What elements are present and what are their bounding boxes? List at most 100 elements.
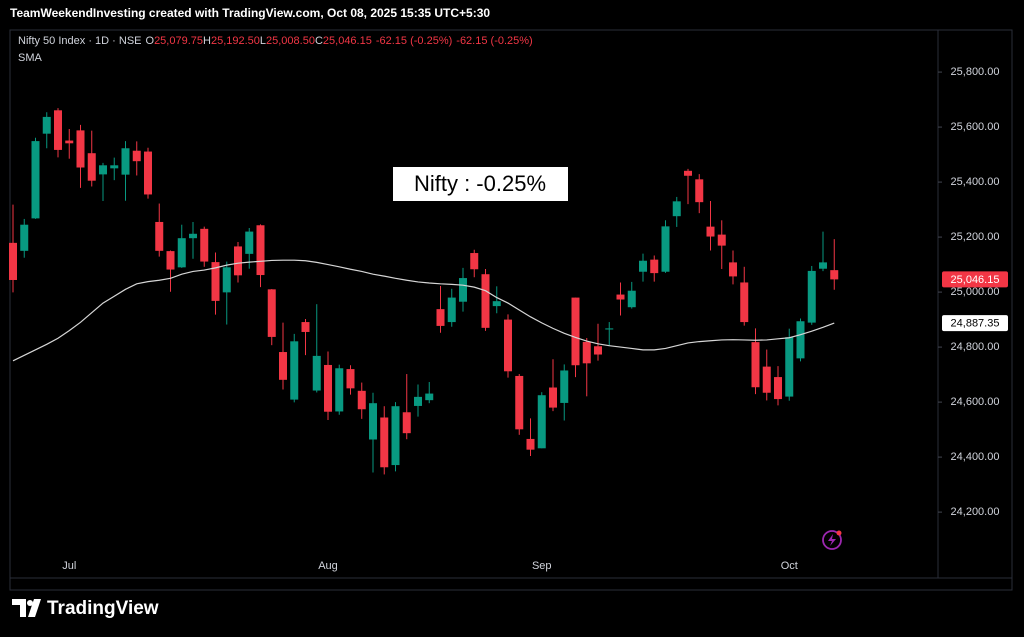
candle-body [796, 321, 805, 359]
candle-body [706, 226, 715, 237]
candle-body [42, 116, 51, 134]
alert-dot [836, 530, 842, 536]
candle-body [20, 224, 29, 251]
chart-title: TeamWeekendInvesting created with Tradin… [10, 6, 490, 20]
candle-body [200, 228, 209, 262]
candle-body [144, 151, 152, 195]
candle-body [99, 165, 107, 175]
candle-body [616, 294, 625, 300]
candle-body [245, 231, 254, 254]
candle-body [256, 225, 265, 276]
candle-body [661, 226, 670, 272]
y-tick-label: 25,800.00 [951, 66, 1000, 78]
logo-slash [28, 599, 41, 617]
candle-body [807, 270, 816, 323]
price-label-box [942, 315, 1008, 332]
candle-body [504, 319, 512, 372]
candle-body [650, 259, 659, 274]
candle-body [459, 278, 467, 302]
chart-frame [9, 29, 1013, 591]
legend-key: H [203, 35, 211, 47]
price-label: 25,046.15 [951, 274, 1000, 286]
candle-body [87, 153, 96, 181]
candle-body [537, 395, 546, 449]
candle-body [740, 282, 749, 323]
candle-body [436, 309, 445, 326]
candle-body [177, 238, 186, 268]
legend-value: 25,046.15 [323, 35, 372, 47]
candle-body [571, 297, 580, 366]
candle-body [369, 403, 377, 440]
candle-body [402, 412, 411, 434]
candle-body [312, 355, 321, 391]
candle-body [684, 170, 692, 176]
ohlc-legend: Nifty 50 Index · 1D · NSE O25,079.75H25,1… [18, 35, 533, 47]
candle-body [627, 290, 636, 308]
legend-key: O [146, 35, 155, 47]
candle-body [234, 246, 242, 276]
candle-body [729, 262, 737, 277]
candle-body [65, 140, 74, 144]
candle-body [695, 179, 704, 203]
x-tick-label: Jul [62, 560, 76, 572]
brand-name: TradingView [47, 598, 159, 619]
legend-value: 25,008.50 [266, 35, 315, 47]
y-tick-label: 24,200.00 [951, 506, 1000, 518]
brand-logo: TradingView [12, 598, 159, 619]
alert-circle [822, 530, 842, 550]
candle-body [481, 274, 490, 328]
candle-body [830, 270, 839, 280]
candle-body [425, 393, 434, 401]
change-value: -62.15 (-0.25%) [376, 35, 452, 47]
candle-body [110, 165, 119, 169]
legend-key: C [315, 35, 323, 47]
candle-body [189, 233, 197, 239]
candle-body [526, 438, 535, 450]
y-tick-label: 24,600.00 [951, 396, 1000, 408]
candle-body [560, 370, 569, 403]
candles [9, 108, 839, 475]
y-tick-label: 25,000.00 [951, 286, 1000, 298]
candle-body [267, 289, 276, 337]
candle-body [414, 396, 422, 406]
candle-body [31, 141, 40, 219]
candle-body [301, 322, 310, 332]
candle-body [492, 301, 501, 307]
y-tick-label: 25,400.00 [951, 176, 1000, 188]
candle-body [166, 251, 175, 270]
candle-body [751, 342, 760, 388]
candle-body [155, 221, 164, 251]
candle-body [324, 364, 332, 412]
candle-body [335, 368, 344, 412]
alert-icon [822, 530, 842, 550]
candle-body [222, 267, 231, 293]
y-tick-label: 24,800.00 [951, 341, 1000, 353]
candle-body [605, 328, 614, 330]
candle-body [121, 148, 130, 175]
price-label: 24,887.35 [951, 317, 1000, 329]
candle-body [470, 253, 479, 270]
candle-body [594, 346, 602, 355]
candle-body [582, 341, 591, 364]
legend-value: 25,079.75 [154, 35, 203, 47]
candle-body [346, 369, 355, 389]
alert-bolt [828, 534, 836, 546]
price-label-box [942, 271, 1008, 288]
y-tick-label: 24,400.00 [951, 451, 1000, 463]
x-tick-label: Aug [318, 560, 338, 572]
candle-body [549, 387, 557, 408]
candle-body [447, 297, 456, 323]
candle-body [380, 417, 389, 468]
candle-body [290, 341, 299, 400]
y-tick-label: 25,200.00 [951, 231, 1000, 243]
legend-value: 25,192.50 [211, 35, 260, 47]
annotation: Nifty : -0.25% [414, 171, 546, 196]
candle-body [762, 366, 771, 393]
indicator-name: SMA [18, 52, 43, 64]
x-tick-label: Sep [532, 560, 552, 572]
candle-body [717, 234, 726, 246]
candle-body [515, 375, 524, 430]
logo-dot [27, 600, 33, 606]
sma-line [12, 259, 835, 362]
